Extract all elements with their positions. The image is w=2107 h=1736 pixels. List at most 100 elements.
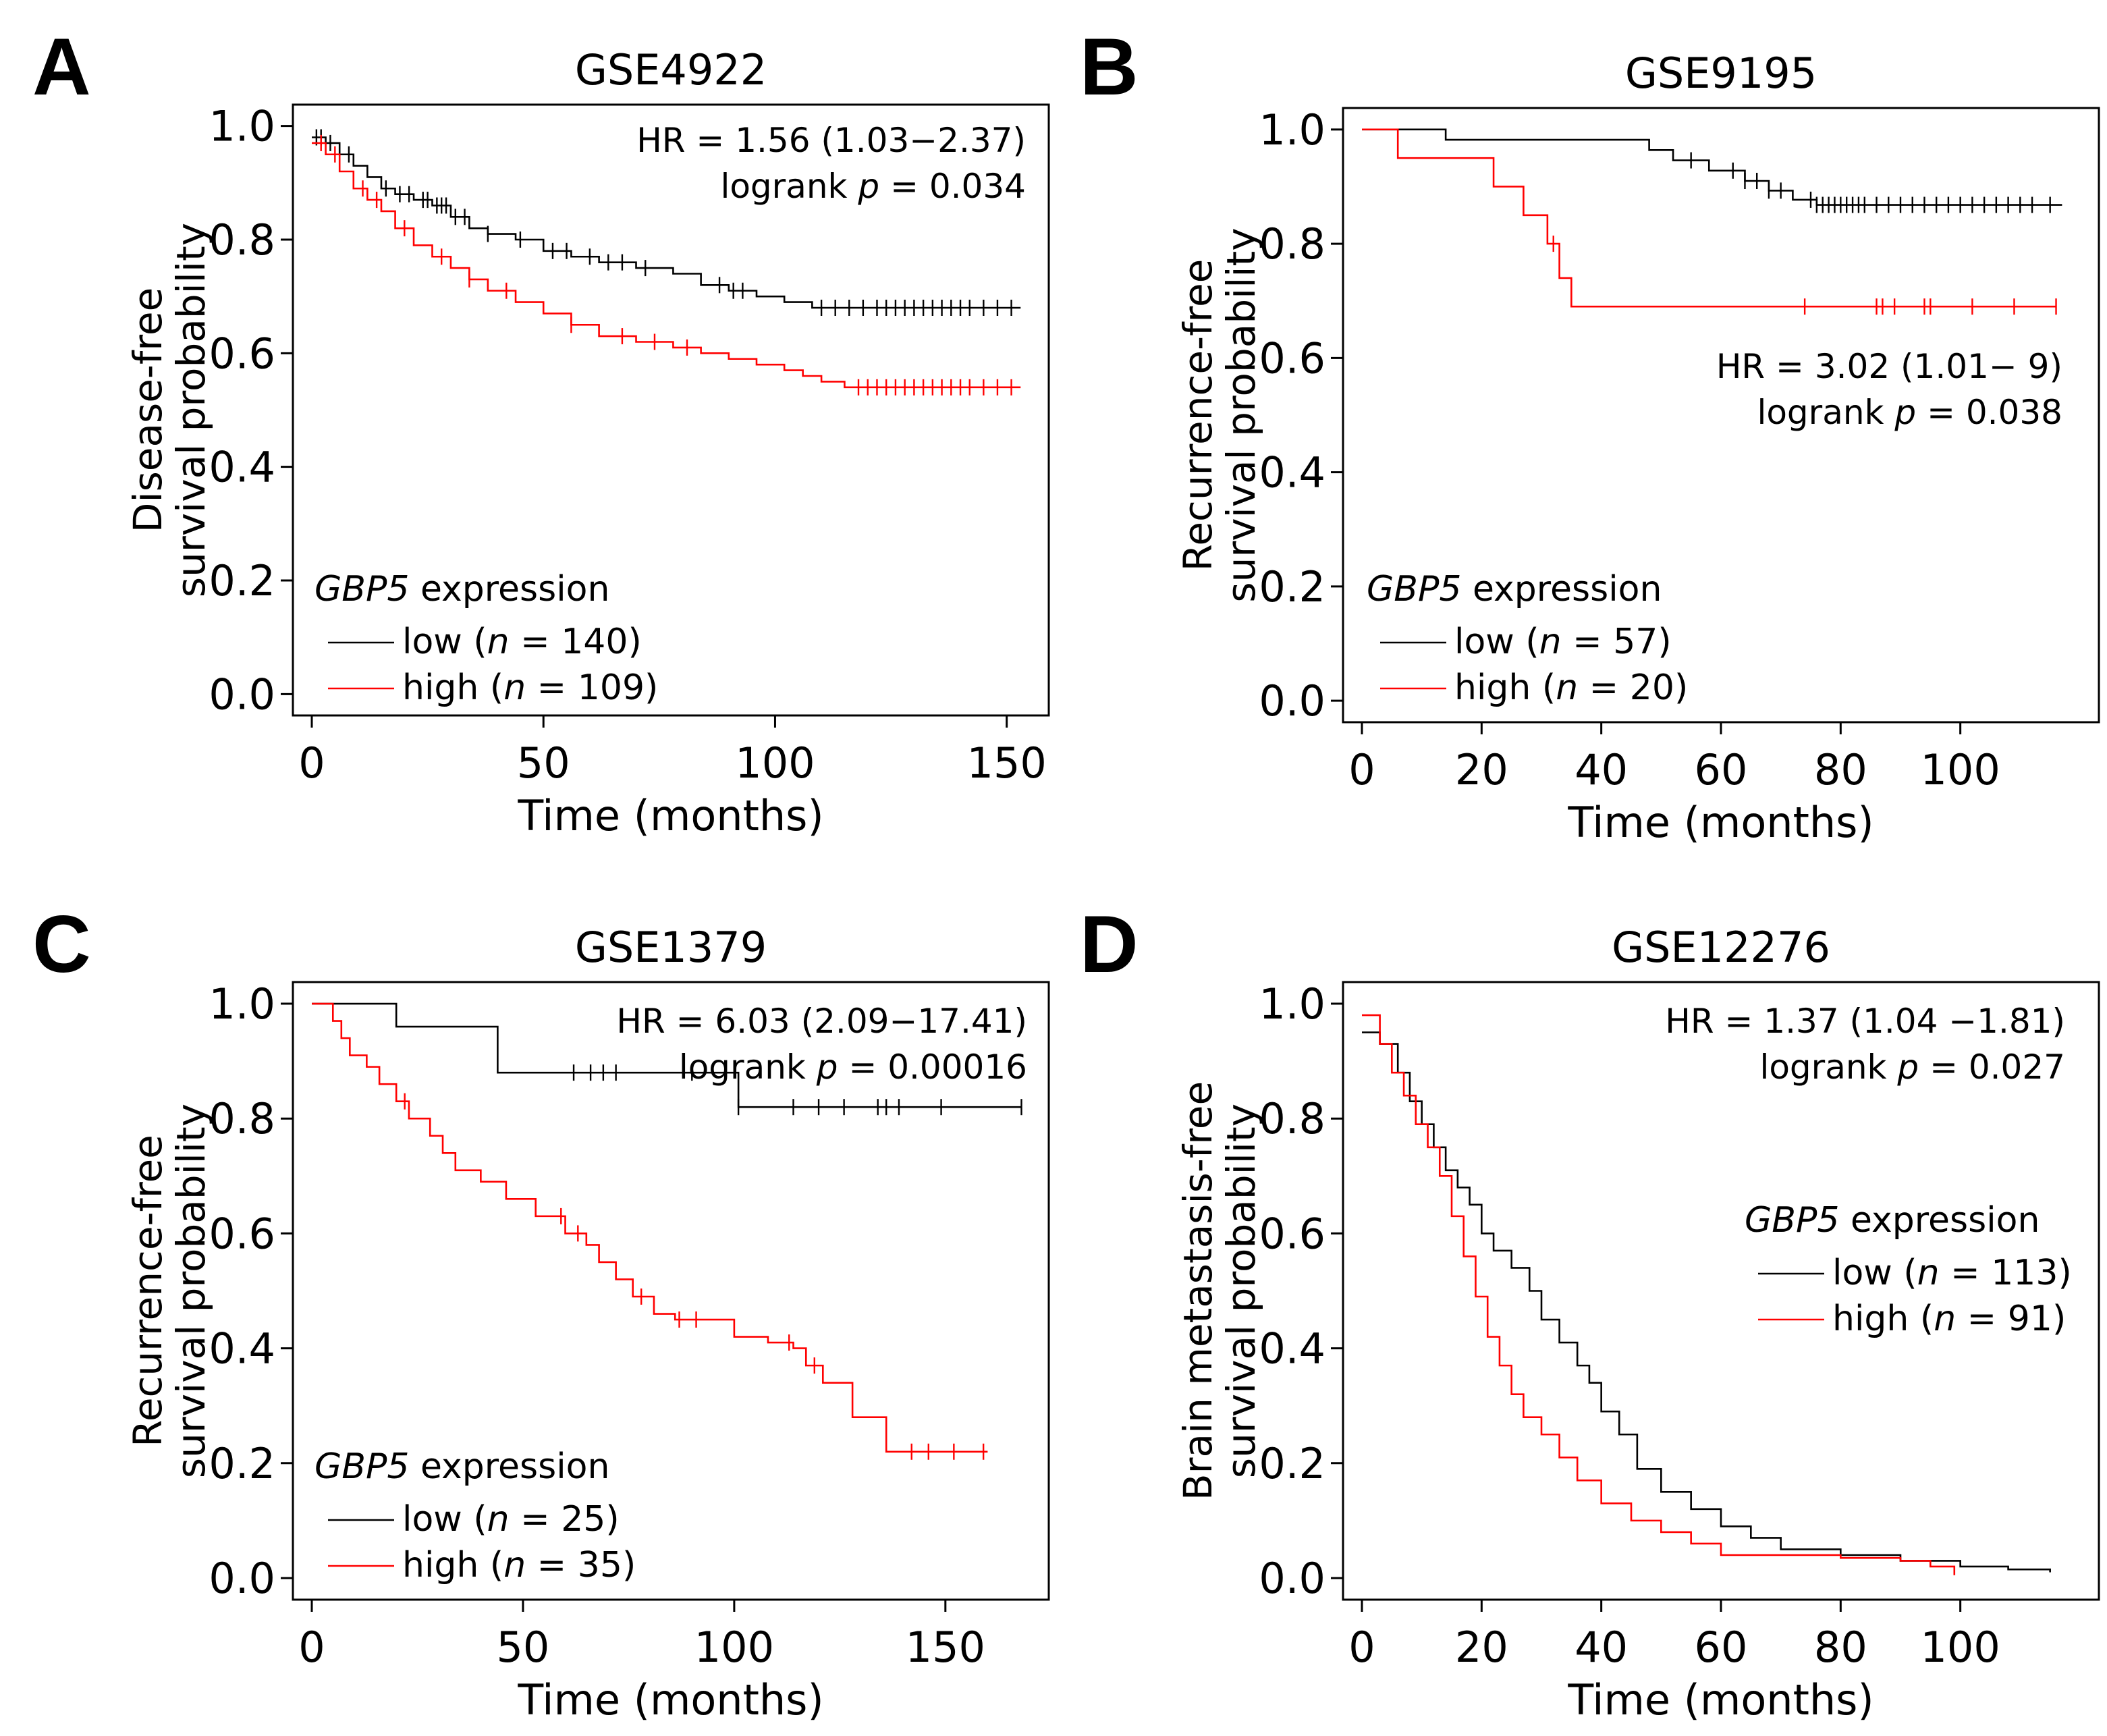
panel-b-ytick-label: 0.4 [1259, 448, 1325, 497]
panel-d-legend-entry-1: high (n = 91) [1832, 1299, 2066, 1339]
panel-d-xtick-label: 80 [1814, 1623, 1867, 1672]
panel-a-hr-text: HR = 1.56 (1.03−2.37) [636, 121, 1026, 160]
panel-a-legend-entry-pre: high ( [402, 668, 503, 708]
panel-a-xtick-label: 0 [298, 738, 325, 788]
panel-c-legend-entry-n: n [503, 1545, 526, 1585]
panel-c-legend-title-gene: GBP5 [314, 1446, 409, 1487]
panel-a-legend-title-gene: GBP5 [314, 569, 409, 609]
panel-c-xtick-label: 50 [496, 1623, 549, 1672]
panel-d-legend-title-rest: expression [1839, 1200, 2040, 1241]
panel-d-ytick-label: 0.2 [1259, 1439, 1325, 1488]
panel-c-ylabel-line: Recurrence-free [125, 1135, 171, 1447]
panel-d: GSE12276 0.0 0.2 0.4 0.6 0.8 1.0 0 20 40 60 80 100 Ti… [1175, 923, 2100, 1725]
panel-a-xlabel: Time (months) [517, 791, 823, 840]
panel-b-xlabel: Time (months) [1567, 798, 1873, 847]
panel-b-ytick-label: 0.2 [1259, 562, 1325, 612]
panel-b: GSE9195 0.0 0.2 0.4 0.6 0.8 1.0 0 20 40 60 80 100 Tim… [1175, 49, 2100, 847]
panel-d-legend-entry-pre: low ( [1832, 1253, 1917, 1293]
panel-b-ytick-label: 0.8 [1259, 219, 1325, 269]
panel-a-curve-low [312, 136, 1021, 309]
panel-b-title: GSE9195 [1625, 49, 1817, 98]
panel-c-legend-entry-n: n [487, 1499, 510, 1540]
panel-b-logrank-p: p [1894, 393, 1916, 432]
panel-a-legend-entry-post: = 109) [526, 668, 658, 708]
panel-b-legend-entry-pre: high ( [1454, 668, 1556, 708]
panel-a-ytick-label: 0.2 [209, 556, 275, 605]
panel-d-title: GSE12276 [1612, 923, 1830, 972]
panel-d-ytick-label: 0.6 [1259, 1209, 1325, 1258]
panel-c-ytick-label: 1.0 [209, 979, 275, 1029]
panel-a-legend-entry-n: n [503, 668, 526, 708]
panel-a-title: GSE4922 [575, 45, 767, 94]
panel-b-legend-entry-n: n [1539, 622, 1562, 662]
panel-c-ytick-label: 0.2 [209, 1439, 275, 1488]
panel-b-legend-title-rest: expression [1461, 569, 1662, 609]
panel-d-ytick-label: 0.8 [1259, 1094, 1325, 1143]
panel-a-ytick-label: 1.0 [209, 102, 275, 151]
panel-b-legend-title-gene: GBP5 [1367, 569, 1461, 609]
panel-a-ylabel-line: survival probability [168, 223, 214, 597]
panel-d-xtick-label: 0 [1348, 1623, 1375, 1672]
panel-a-legend-entry-post: = 140) [510, 622, 642, 662]
panel-c-xtick-label: 100 [694, 1623, 774, 1672]
panel-b-logrank: logrank p = 0.038 [1757, 393, 2062, 432]
panel-c-hr-text: HR = 6.03 (2.09−17.41) [616, 1002, 1027, 1041]
panel-b-ytick-label: 0.0 [1259, 676, 1325, 726]
panel-a-frame [292, 103, 1050, 717]
panel-c-ytick-label: 0.8 [209, 1094, 275, 1143]
panel-d-curve-low [1362, 1031, 2051, 1573]
panel-c-logrank-post: = 0.00016 [838, 1048, 1027, 1087]
panel-c-title: GSE1379 [575, 923, 767, 972]
panel-d-ylabel: Brain metastasis-freesurvival probabilit… [1175, 1081, 1264, 1500]
panel-letter-a: A [32, 22, 91, 112]
panel-c-legend-entry-pre: low ( [402, 1499, 487, 1540]
panel-c-legend-title: GBP5 expression [314, 1446, 609, 1487]
panel-c-legend-entry-pre: high ( [402, 1545, 503, 1585]
panel-d-logrank-post: = 0.027 [1919, 1048, 2065, 1087]
panel-c-legend-entry-1: high (n = 35) [402, 1545, 636, 1585]
panel-b-ylabel-line: survival probability [1218, 227, 1264, 602]
panel-b-xtick-label: 100 [1920, 745, 2000, 794]
panel-b-legend-entry-n: n [1556, 668, 1578, 708]
panel-b-legend: GBP5 expression low (n = 57) high (n = 20) [1367, 569, 1688, 708]
panel-a-legend-title: GBP5 expression [314, 569, 609, 609]
panel-c-ylabel-line: survival probability [168, 1104, 214, 1478]
panel-d-ytick-label: 0.0 [1259, 1554, 1325, 1603]
panel-d-legend-entry-post: = 113) [1940, 1253, 2072, 1293]
panel-d-xtick-label: 40 [1575, 1623, 1628, 1672]
panel-d-legend-entry-n: n [1917, 1253, 1940, 1293]
panel-b-xtick-label: 20 [1455, 745, 1508, 794]
panel-a-ytick-label: 0.8 [209, 215, 275, 265]
panel-c-legend-entry-post: = 35) [526, 1545, 636, 1585]
panel-d-xtick-label: 60 [1695, 1623, 1748, 1672]
panel-b-logrank-post: = 0.038 [1916, 393, 2062, 432]
panel-a-xtick-label: 100 [735, 738, 815, 788]
panel-letter-d: D [1080, 899, 1139, 989]
panel-d-legend-entry-post: = 91) [1956, 1299, 2066, 1339]
panel-a-logrank-post: = 0.034 [879, 167, 1026, 206]
panel-b-legend-entry-0: low (n = 57) [1454, 622, 1672, 662]
panel-a-legend-title-rest: expression [409, 569, 609, 609]
panel-c-curve-high [312, 1002, 988, 1453]
panel-b-legend-title: GBP5 expression [1367, 569, 1662, 609]
panel-b-legend-entry-pre: low ( [1454, 622, 1539, 662]
panel-b-logrank-pre: logrank [1757, 393, 1894, 432]
panel-c-frame [292, 981, 1050, 1601]
panel-c-logrank: logrank p = 0.00016 [679, 1048, 1027, 1087]
panel-c-legend-entry-0: low (n = 25) [402, 1499, 620, 1540]
panel-a-legend-entry-1: high (n = 109) [402, 668, 658, 708]
panel-b-legend-entry-1: high (n = 20) [1454, 668, 1688, 708]
panel-b-xtick-label: 60 [1695, 745, 1748, 794]
panel-b-xtick-label: 0 [1348, 745, 1375, 794]
panel-b-curve-high [1362, 128, 2056, 308]
panel-a-logrank-pre: logrank [720, 167, 858, 206]
panel-a-ytick-label: 0.0 [209, 670, 275, 719]
panel-d-ylabel-line: Brain metastasis-free [1175, 1081, 1221, 1500]
panel-d-ytick-label: 0.4 [1259, 1324, 1325, 1374]
panel-b-ylabel-line: Recurrence-free [1175, 259, 1221, 572]
panel-b-hr-text: HR = 3.02 (1.01− 9) [1716, 347, 2062, 386]
panel-a: GSE4922 0.0 0.2 0.4 0.6 0.8 1.0 0 50 100 150 Time (… [125, 45, 1050, 840]
